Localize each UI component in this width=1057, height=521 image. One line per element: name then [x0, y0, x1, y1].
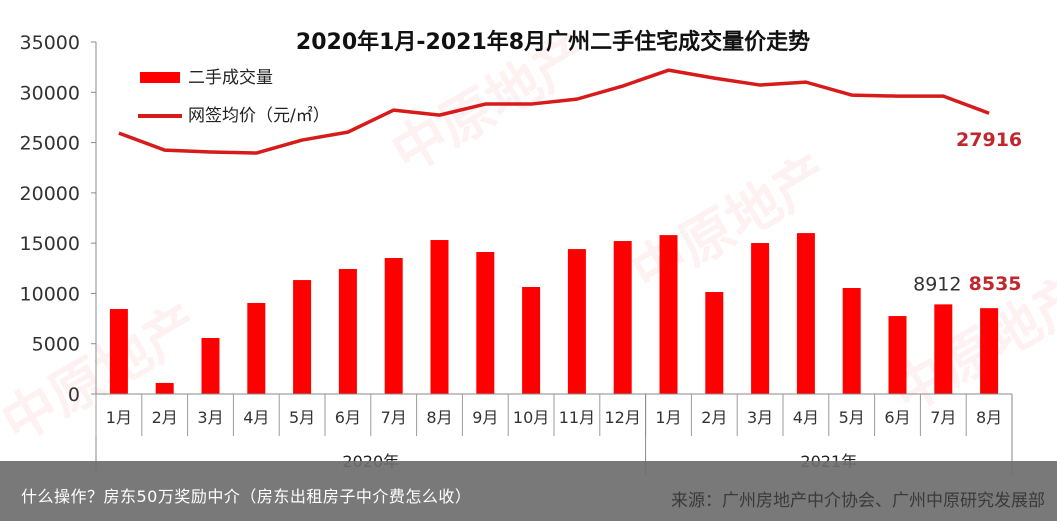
x-tick-label: 8月	[426, 408, 452, 427]
bar	[751, 243, 770, 394]
annotations: 27916 8912 8535	[913, 129, 1022, 295]
data-label: 8535	[969, 273, 1022, 295]
x-tick-label: 10月	[513, 408, 549, 427]
legend-bar-label: 二手成交量	[188, 68, 273, 88]
bar	[338, 268, 357, 394]
y-tick-label: 20000	[20, 183, 80, 205]
y-axis: 0 5000 10000 15000 20000 25000 30000 35000	[20, 32, 97, 470]
chart-title: 2020年1月-2021年8月广州二手住宅成交量价走势	[296, 29, 810, 55]
bar	[980, 308, 999, 394]
bar	[613, 241, 632, 394]
x-tick-label: 3月	[197, 408, 223, 427]
x-tick-label: 6月	[884, 408, 910, 427]
x-tick-label: 4月	[243, 408, 269, 427]
bar	[155, 382, 174, 394]
x-tick-label: 7月	[930, 408, 956, 427]
bar	[888, 316, 907, 394]
bar	[796, 233, 815, 394]
caption-title[interactable]: 什么操作？房东50万奖励中介（房东出租房子中介费怎么收）	[21, 487, 472, 506]
y-tick-label: 30000	[20, 82, 80, 104]
x-tick-label: 11月	[559, 408, 595, 427]
x-tick-label: 8月	[976, 408, 1002, 427]
bar	[522, 286, 541, 394]
x-tick-label: 4月	[793, 408, 819, 427]
x-tick-label: 5月	[839, 408, 865, 427]
bar	[430, 240, 449, 394]
y-tick-label: 10000	[20, 283, 80, 305]
bar	[842, 287, 861, 394]
y-tick-label: 35000	[20, 32, 80, 54]
data-label: 27916	[956, 129, 1022, 151]
y-tick-label: 25000	[20, 133, 80, 155]
legend-bar-swatch	[140, 72, 180, 83]
data-label: 8912	[913, 273, 961, 295]
bar	[201, 337, 220, 394]
bar	[247, 302, 266, 394]
x-tick-label: 1月	[106, 408, 132, 427]
bar-series	[109, 233, 999, 394]
y-tick-label: 5000	[32, 334, 80, 356]
x-tick-label: 7月	[381, 408, 407, 427]
legend-line-label: 网签均价（元/㎡）	[188, 106, 330, 126]
caption-source: 来源：广州房地产中介协会、广州中原研究发展部	[671, 491, 1045, 511]
y-tick-label: 0	[68, 384, 80, 406]
x-tick-label: 12月	[605, 408, 641, 427]
x-tick-label: 5月	[289, 408, 315, 427]
bar	[705, 292, 724, 394]
bar	[109, 309, 128, 394]
x-tick-label: 1月	[655, 408, 681, 427]
bar	[934, 304, 953, 394]
bar	[567, 249, 586, 394]
price-line	[118, 68, 990, 155]
caption-bar: 什么操作？房东50万奖励中介（房东出租房子中介费怎么收） 来源：广州房地产中介协…	[0, 461, 1057, 521]
bar	[384, 258, 403, 394]
bar	[476, 251, 495, 394]
line-series	[118, 68, 990, 155]
x-tick-label: 2月	[701, 408, 727, 427]
x-tick-label: 3月	[747, 408, 773, 427]
x-tick-label: 6月	[335, 408, 361, 427]
bar	[659, 235, 678, 394]
bar	[293, 280, 312, 394]
x-tick-label: 2月	[152, 408, 178, 427]
legend: 二手成交量 网签均价（元/㎡）	[138, 68, 330, 126]
x-tick-label: 9月	[472, 408, 498, 427]
y-tick-label: 15000	[20, 233, 80, 255]
